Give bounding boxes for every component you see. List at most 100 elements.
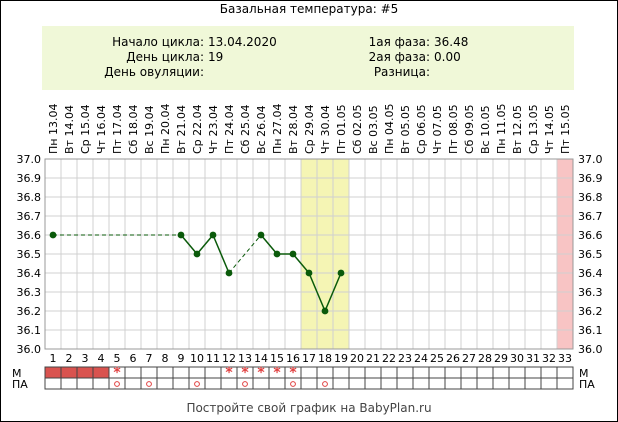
temperature-line-segment <box>196 234 214 255</box>
y-tick-label-right: 36.3 <box>578 286 603 299</box>
y-tick-label-left: 36.9 <box>17 172 42 185</box>
date-label: Вт 21.04 <box>175 105 188 154</box>
day-number: 7 <box>146 352 153 365</box>
date-label: Сб 02.05 <box>351 105 364 154</box>
date-label: Чт 16.04 <box>95 105 108 154</box>
period-cell <box>61 367 77 378</box>
date-label: Сб 18.04 <box>127 105 140 154</box>
date-label: Пт 01.05 <box>335 104 348 154</box>
day-number: 22 <box>382 352 396 365</box>
temperature-line-segment <box>212 234 230 274</box>
day-number: 16 <box>286 352 300 365</box>
temperature-point[interactable] <box>273 250 281 258</box>
date-label: Вс 10.05 <box>479 105 492 154</box>
m-row-label-right: М <box>579 367 589 380</box>
date-label: Вт 28.04 <box>287 105 300 154</box>
date-label: Сб 09.05 <box>463 105 476 154</box>
day-number: 26 <box>446 352 460 365</box>
pa-circle-marker <box>242 381 248 387</box>
pa-row-label-right: ПА <box>579 378 595 391</box>
date-label: Вт 14.04 <box>63 105 76 154</box>
ovulation-day-label: День овуляции: <box>104 65 204 79</box>
day-number: 33 <box>558 352 572 365</box>
y-tick-label-left: 36.3 <box>17 286 42 299</box>
y-tick-label-left: 36.1 <box>17 324 42 337</box>
phase1-label: 1ая фаза: <box>368 35 430 49</box>
m-star-marker: * <box>257 365 265 381</box>
plot-border <box>44 158 574 350</box>
info-panel: Начало цикла: 13.04.2020 День цикла: 19 … <box>42 26 574 90</box>
day-number: 25 <box>430 352 444 365</box>
day-number: 19 <box>334 352 348 365</box>
day-number: 6 <box>130 352 137 365</box>
y-tick-label-left: 37.0 <box>17 153 42 166</box>
date-label: Чт 14.05 <box>543 105 556 154</box>
y-tick-label-right: 36.5 <box>578 248 603 261</box>
y-tick-label-right: 36.2 <box>578 305 603 318</box>
temperature-point[interactable] <box>209 231 217 239</box>
date-label: Пн 13.04 <box>47 104 60 154</box>
y-tick-label-right: 36.0 <box>578 343 603 356</box>
temperature-point[interactable] <box>193 250 201 258</box>
pa-circle-marker <box>194 381 200 387</box>
y-tick-label-left: 36.4 <box>17 267 42 280</box>
temperature-point[interactable] <box>289 250 297 258</box>
date-label: Чт 23.04 <box>207 105 220 154</box>
period-cell <box>93 367 109 378</box>
day-number: 17 <box>302 352 316 365</box>
date-label: Вт 05.05 <box>399 105 412 154</box>
day-number: 9 <box>178 352 185 365</box>
y-tick-label-right: 37.0 <box>578 153 603 166</box>
temperature-line-segment <box>308 272 326 312</box>
temperature-point[interactable] <box>337 269 345 277</box>
day-number: 27 <box>462 352 476 365</box>
y-tick-label-left: 36.7 <box>17 210 42 223</box>
footer-link[interactable]: Постройте свой график на BabyPlan.ru <box>186 401 432 415</box>
temperature-point[interactable] <box>321 307 329 315</box>
y-tick-label-left: 36.2 <box>17 305 42 318</box>
period-cell <box>45 367 61 378</box>
day-number: 29 <box>494 352 508 365</box>
cycle-start-value: 13.04.2020 <box>208 35 277 49</box>
pa-circle-marker <box>290 381 296 387</box>
day-number: 11 <box>206 352 220 365</box>
phase2-value: 0.00 <box>434 50 461 64</box>
day-number: 2 <box>66 352 73 365</box>
temperature-point[interactable] <box>257 231 265 239</box>
day-number: 15 <box>270 352 284 365</box>
phase1-value: 36.48 <box>434 35 469 49</box>
date-label: Ср 06.05 <box>415 104 428 154</box>
date-label: Пт 15.05 <box>559 104 572 154</box>
m-star-marker: * <box>273 365 281 381</box>
temperature-point[interactable] <box>305 269 313 277</box>
day-number: 21 <box>366 352 380 365</box>
date-label: Пн 27.04 <box>271 104 284 154</box>
y-tick-label-left: 36.8 <box>17 191 42 204</box>
date-label: Вт 12.05 <box>511 105 524 154</box>
date-label: Пт 17.04 <box>111 104 124 154</box>
day-number: 20 <box>350 352 364 365</box>
temperature-line-segment <box>180 234 198 255</box>
temperature-point[interactable] <box>49 231 57 239</box>
date-label: Вс 19.04 <box>143 105 156 154</box>
day-number: 13 <box>238 352 252 365</box>
y-tick-label-right: 36.1 <box>578 324 603 337</box>
temperature-point[interactable] <box>225 269 233 277</box>
y-tick-label-right: 36.9 <box>578 172 603 185</box>
day-number: 10 <box>190 352 204 365</box>
date-label: Вс 26.04 <box>255 105 268 154</box>
date-label: Ср 15.04 <box>79 104 92 154</box>
date-label: Чт 07.05 <box>431 105 444 154</box>
date-label: Пн 11.05 <box>495 104 508 154</box>
day-number: 28 <box>478 352 492 365</box>
y-tick-label-left: 36.5 <box>17 248 42 261</box>
m-row-label: М <box>12 367 22 380</box>
day-number: 4 <box>98 352 105 365</box>
day-number: 32 <box>542 352 556 365</box>
y-tick-label-right: 36.4 <box>578 267 603 280</box>
date-label: Ср 22.04 <box>191 104 204 154</box>
m-star-marker: * <box>289 365 297 381</box>
date-label: Пт 08.05 <box>447 104 460 154</box>
temperature-point[interactable] <box>177 231 185 239</box>
